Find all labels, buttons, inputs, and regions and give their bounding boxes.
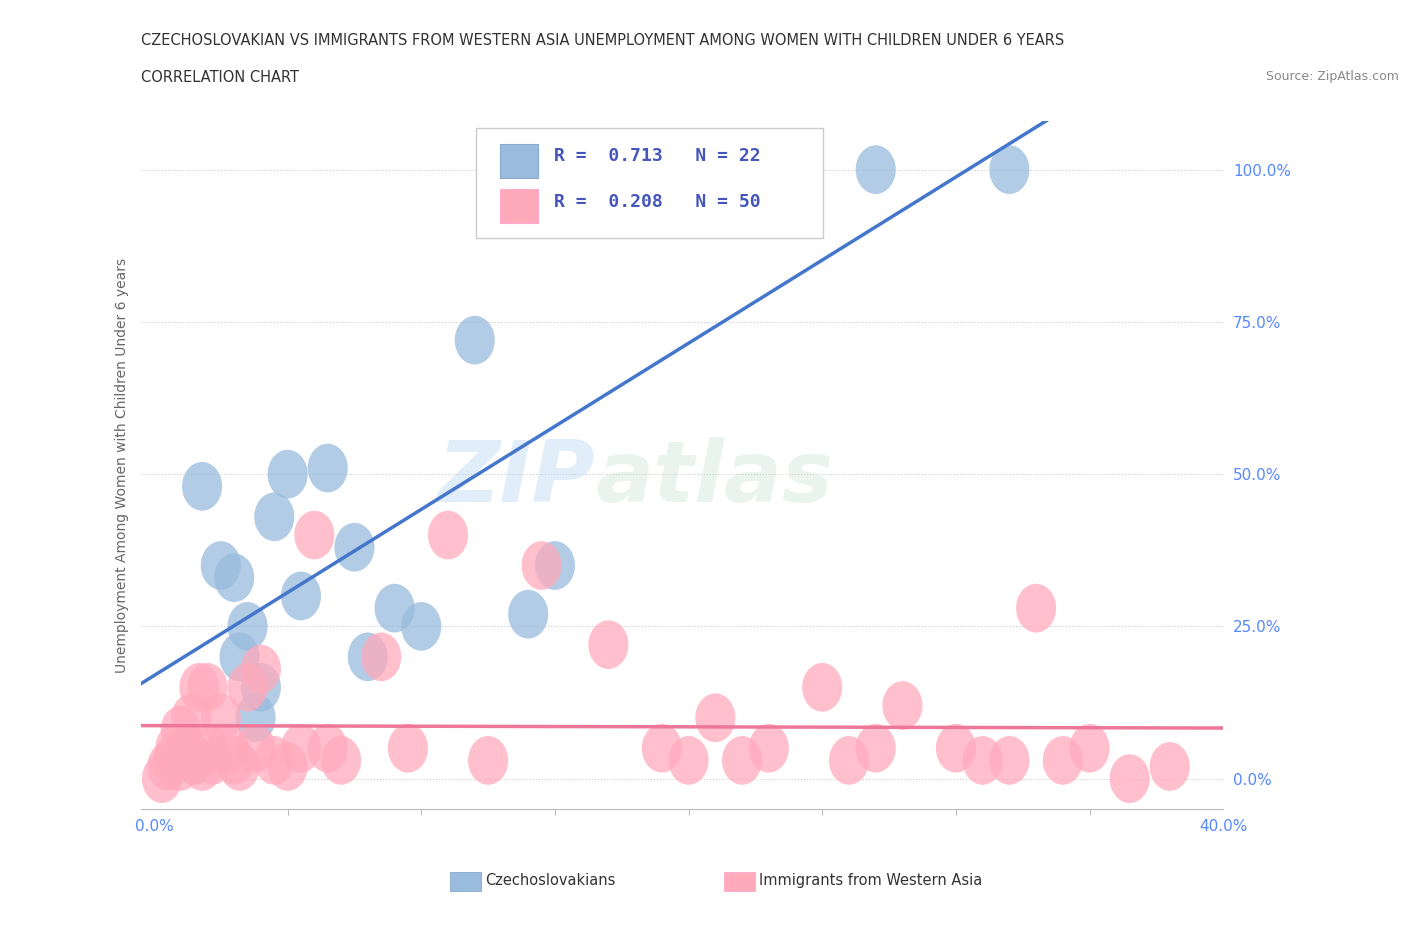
Ellipse shape bbox=[281, 724, 321, 773]
Ellipse shape bbox=[160, 742, 201, 790]
Ellipse shape bbox=[803, 663, 842, 711]
Text: CZECHOSLOVAKIAN VS IMMIGRANTS FROM WESTERN ASIA UNEMPLOYMENT AMONG WOMEN WITH CH: CZECHOSLOVAKIAN VS IMMIGRANTS FROM WESTE… bbox=[141, 33, 1064, 47]
Ellipse shape bbox=[936, 724, 976, 773]
Text: ZIP: ZIP bbox=[437, 437, 595, 520]
Ellipse shape bbox=[153, 736, 193, 785]
Ellipse shape bbox=[254, 492, 294, 541]
Ellipse shape bbox=[522, 541, 561, 590]
Ellipse shape bbox=[321, 736, 361, 785]
Ellipse shape bbox=[374, 584, 415, 632]
Ellipse shape bbox=[1043, 736, 1083, 785]
Ellipse shape bbox=[228, 663, 267, 711]
Ellipse shape bbox=[508, 590, 548, 639]
Ellipse shape bbox=[335, 523, 374, 572]
Ellipse shape bbox=[347, 632, 388, 681]
Ellipse shape bbox=[749, 724, 789, 773]
Text: CORRELATION CHART: CORRELATION CHART bbox=[141, 70, 298, 85]
Ellipse shape bbox=[267, 450, 308, 498]
Ellipse shape bbox=[240, 644, 281, 694]
Ellipse shape bbox=[267, 742, 308, 790]
Ellipse shape bbox=[166, 724, 207, 773]
Ellipse shape bbox=[193, 736, 233, 785]
Text: Source: ZipAtlas.com: Source: ZipAtlas.com bbox=[1265, 70, 1399, 83]
Ellipse shape bbox=[201, 694, 240, 742]
Ellipse shape bbox=[201, 541, 240, 590]
Ellipse shape bbox=[534, 541, 575, 590]
Ellipse shape bbox=[181, 742, 222, 790]
FancyBboxPatch shape bbox=[501, 143, 538, 178]
Ellipse shape bbox=[588, 145, 628, 194]
Ellipse shape bbox=[361, 632, 401, 681]
Ellipse shape bbox=[1070, 724, 1109, 773]
Ellipse shape bbox=[174, 736, 214, 785]
Ellipse shape bbox=[856, 145, 896, 194]
Ellipse shape bbox=[148, 742, 187, 790]
Ellipse shape bbox=[214, 553, 254, 602]
Ellipse shape bbox=[1017, 584, 1056, 632]
Text: Czechoslovakians: Czechoslovakians bbox=[485, 873, 616, 888]
Ellipse shape bbox=[214, 736, 254, 785]
Ellipse shape bbox=[172, 694, 211, 742]
Text: R =  0.713   N = 22: R = 0.713 N = 22 bbox=[554, 147, 761, 165]
Ellipse shape bbox=[228, 602, 267, 651]
Ellipse shape bbox=[1109, 754, 1150, 803]
Ellipse shape bbox=[235, 694, 276, 742]
Ellipse shape bbox=[963, 736, 1002, 785]
Ellipse shape bbox=[696, 694, 735, 742]
Ellipse shape bbox=[856, 724, 896, 773]
Ellipse shape bbox=[427, 511, 468, 560]
Ellipse shape bbox=[294, 511, 335, 560]
Ellipse shape bbox=[388, 724, 427, 773]
Ellipse shape bbox=[281, 572, 321, 620]
Ellipse shape bbox=[308, 444, 347, 492]
Ellipse shape bbox=[668, 736, 709, 785]
Ellipse shape bbox=[174, 736, 214, 785]
Ellipse shape bbox=[990, 145, 1029, 194]
Ellipse shape bbox=[401, 602, 441, 651]
Text: atlas: atlas bbox=[595, 437, 834, 520]
Ellipse shape bbox=[723, 736, 762, 785]
Ellipse shape bbox=[187, 724, 228, 773]
Ellipse shape bbox=[235, 724, 276, 773]
Ellipse shape bbox=[240, 663, 281, 711]
Ellipse shape bbox=[254, 736, 294, 785]
Ellipse shape bbox=[883, 681, 922, 730]
Ellipse shape bbox=[155, 724, 195, 773]
Ellipse shape bbox=[219, 632, 260, 681]
FancyBboxPatch shape bbox=[477, 127, 823, 238]
Ellipse shape bbox=[830, 736, 869, 785]
Text: Immigrants from Western Asia: Immigrants from Western Asia bbox=[759, 873, 983, 888]
Text: R =  0.208   N = 50: R = 0.208 N = 50 bbox=[554, 193, 761, 211]
Ellipse shape bbox=[641, 724, 682, 773]
Ellipse shape bbox=[990, 736, 1029, 785]
Ellipse shape bbox=[219, 742, 260, 790]
FancyBboxPatch shape bbox=[501, 189, 538, 223]
Y-axis label: Unemployment Among Women with Children Under 6 years: Unemployment Among Women with Children U… bbox=[115, 258, 129, 672]
Ellipse shape bbox=[454, 316, 495, 365]
Ellipse shape bbox=[208, 724, 249, 773]
Ellipse shape bbox=[142, 754, 181, 803]
Ellipse shape bbox=[308, 724, 347, 773]
Ellipse shape bbox=[181, 462, 222, 511]
Ellipse shape bbox=[180, 663, 219, 711]
Ellipse shape bbox=[468, 736, 508, 785]
Ellipse shape bbox=[160, 706, 201, 754]
Ellipse shape bbox=[1150, 742, 1189, 790]
Ellipse shape bbox=[187, 663, 228, 711]
Ellipse shape bbox=[588, 620, 628, 669]
